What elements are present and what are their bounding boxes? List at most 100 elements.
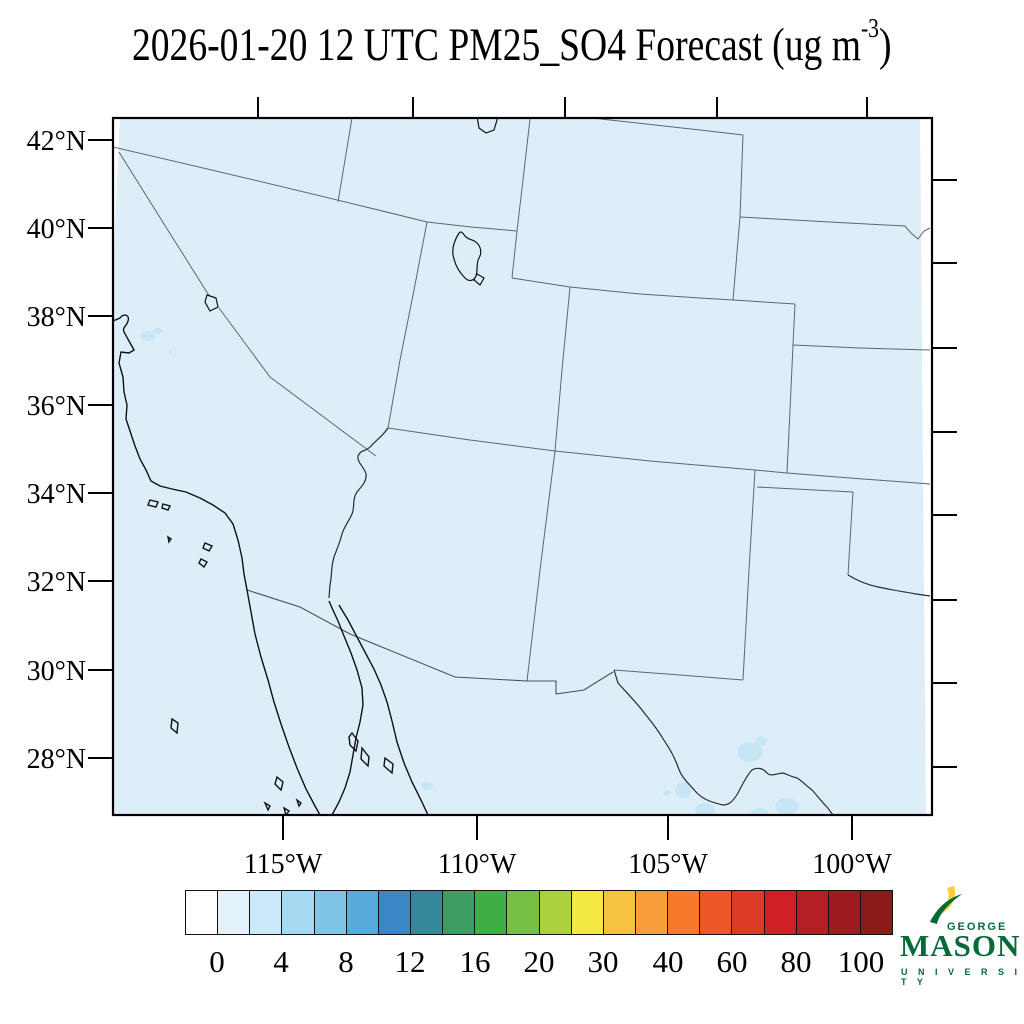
colorbar-cell	[764, 891, 797, 934]
gmu-logo-mason: MASON	[900, 928, 1021, 963]
lat-label: 42°N	[27, 126, 86, 157]
coastlines	[113, 314, 429, 815]
colorbar-label: 20	[523, 944, 555, 979]
gmu-logo-university: U N I V E R S I T Y	[901, 967, 1022, 987]
plot-title-close: )	[879, 19, 892, 71]
lon-label: 100°W	[812, 849, 892, 880]
colorbar-label: 30	[587, 944, 619, 979]
channel-island-1	[147, 499, 159, 508]
bear-lake	[476, 118, 498, 134]
border-43n	[739, 216, 931, 240]
colorbar-cell	[635, 891, 669, 934]
border-utah-colorado-109w	[554, 286, 571, 452]
colorbar-cell	[539, 891, 572, 934]
lakes	[204, 118, 498, 312]
colorbar-cell	[475, 891, 508, 934]
border-41n	[511, 277, 796, 305]
colorbar-cell	[860, 891, 893, 934]
baja-islet-3	[295, 798, 302, 808]
colorbar-cell	[218, 891, 251, 934]
map-data-fill	[113, 118, 932, 815]
colorbar-cell	[732, 891, 765, 934]
grid-west-edge-gap	[113, 118, 120, 268]
axis-ticks	[88, 97, 957, 840]
colorbar-label: 40	[652, 944, 684, 979]
border-utah-wyoming-111w	[511, 118, 531, 279]
border-newmexico-32n	[613, 669, 744, 681]
gmu-logo-george: GEORGE	[947, 921, 1008, 933]
border-newmexico-texas-103w	[742, 469, 756, 681]
border-nevada-utah	[387, 221, 428, 429]
sonora-coast	[338, 604, 429, 815]
colorbar-label: 16	[459, 944, 491, 979]
colorbar-cell	[410, 891, 444, 934]
gmu-flame-icon	[930, 886, 962, 924]
colorbar	[185, 890, 893, 935]
colorbar-cell	[571, 891, 604, 934]
lat-label: 30°N	[27, 656, 86, 687]
lon-label: 115°W	[244, 849, 323, 880]
colorbar-cell	[796, 891, 829, 934]
colorbar-label: 60	[716, 944, 748, 979]
map-frame	[111, 116, 934, 817]
baja-islet-1	[263, 801, 271, 812]
border-california-nevada-north	[118, 151, 211, 298]
border-oregon-idaho	[337, 118, 353, 203]
tiburon-island	[383, 756, 394, 775]
border-45n	[591, 118, 744, 136]
colorbar-label: 0	[209, 944, 225, 979]
colorbar-cell	[443, 891, 476, 934]
plot-title-text: 2026-01-20 12 UTC PM25_SO4 Forecast (ug …	[132, 19, 862, 71]
national-borders	[246, 589, 614, 695]
channel-island-dot	[166, 535, 172, 544]
lon-label: 110°W	[438, 849, 517, 880]
channel-island-4	[198, 558, 208, 569]
lat-label: 32°N	[27, 567, 86, 598]
colorbar-cell	[250, 891, 283, 934]
lat-label: 40°N	[27, 214, 86, 245]
lat-label: 28°N	[27, 744, 86, 775]
colorbar-cell	[378, 891, 411, 934]
grid-east-edge-gap	[920, 118, 932, 815]
colorbar-label: 8	[338, 944, 354, 979]
colorbar-cell	[828, 891, 861, 934]
colorbar-cell	[700, 891, 733, 934]
lake-tahoe	[204, 294, 219, 312]
border-arizona-newmexico-109w	[526, 450, 556, 682]
colorbar-label: 80	[780, 944, 812, 979]
colorbar-cell	[507, 891, 540, 934]
colorbar-cell	[186, 891, 219, 934]
concentration-patches	[141, 328, 799, 815]
colorbar-cell	[314, 891, 347, 934]
rio-grande-river	[613, 669, 834, 815]
california-baja-coast	[113, 314, 321, 815]
axis-labels: 42°N 40°N 38°N 36°N 34°N 32°N 30°N 28°N …	[27, 126, 893, 880]
lat-label: 36°N	[27, 391, 86, 422]
red-river	[847, 574, 931, 597]
flame-green	[930, 894, 962, 924]
baja-island-1	[274, 775, 284, 792]
gmu-logo: GEORGE MASON U N I V E R S I T Y	[890, 884, 1022, 992]
border-colorado-east-102w	[786, 303, 796, 474]
great-salt-lake	[452, 231, 482, 282]
colorbar-label: 12	[394, 944, 426, 979]
lat-label: 38°N	[27, 302, 86, 333]
colorado-river	[328, 427, 389, 599]
baja-east-coast	[328, 600, 364, 815]
colorbar-cell	[603, 891, 636, 934]
border-us-mexico	[246, 589, 614, 695]
state-borders	[113, 118, 931, 682]
border-37n	[387, 427, 931, 485]
plot-title-exponent: -3	[861, 13, 880, 44]
border-40n	[792, 344, 931, 351]
plot-title: 2026-01-20 12 UTC PM25_SO4 Forecast (ug …	[0, 13, 1024, 82]
colorbar-cell	[346, 891, 379, 934]
flame-gold	[938, 886, 956, 915]
colorbar-label: 100	[837, 944, 885, 979]
colorbar-label: 4	[273, 944, 289, 979]
border-california-nevada-diagonal	[218, 307, 377, 457]
lon-label: 105°W	[628, 849, 708, 880]
utah-lake	[473, 273, 485, 286]
rivers	[328, 427, 931, 815]
